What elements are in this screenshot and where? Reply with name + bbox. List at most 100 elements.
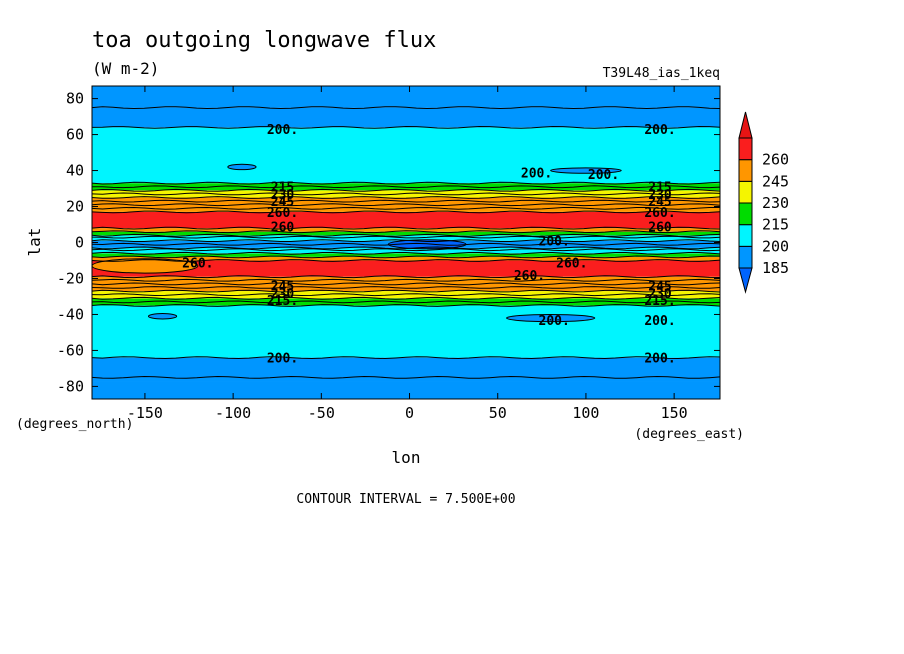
contour-label: 230: [271, 188, 295, 203]
band-14: [92, 211, 720, 229]
contour-label: 260.: [182, 256, 213, 271]
y-tick-label: -40: [57, 305, 84, 323]
contour-line-15: [91, 246, 721, 250]
contour-interval-text: CONTOUR INTERVAL = 7.500E+00: [296, 492, 515, 507]
contour-line-23: [91, 206, 720, 210]
contour-label: 200.: [267, 352, 298, 367]
y-tick-label: 80: [66, 90, 84, 108]
contour-lines: [91, 106, 721, 379]
contour-line-24: [91, 203, 721, 207]
contour-label: 260.: [556, 256, 587, 271]
contour-line-26: [91, 196, 721, 199]
contour-line-11: [91, 259, 721, 262]
y-axis: -80 -60 -40 -20 0 20 40 60 80: [57, 90, 720, 395]
contour-line-27: [91, 192, 721, 196]
contour-line-31: [91, 125, 721, 129]
band-1: [92, 357, 720, 382]
contour-line-7: [91, 286, 721, 289]
band-0: [92, 381, 720, 399]
contour-labels: 200. 200.200. 200.215230245260.21523024526…: [182, 123, 675, 366]
colorbar-label: 245: [762, 172, 789, 190]
contour-label: 260: [648, 220, 672, 235]
contour-label: 215: [271, 181, 294, 196]
contour-line-25: [91, 199, 721, 203]
contour-label: 245: [648, 195, 671, 210]
contour-label: 245: [271, 195, 294, 210]
contour-label: 200.: [539, 314, 570, 329]
y-axis-label: lat: [25, 228, 44, 257]
band-2: [92, 305, 720, 358]
contour-label: 215: [648, 181, 671, 196]
contour-line-19: [91, 233, 721, 237]
contour-line-18: [91, 235, 721, 239]
y-tick-label: 60: [66, 126, 84, 144]
contour-line-21: [91, 226, 721, 230]
contour-label: 260.: [514, 269, 545, 284]
contour-label: 230: [648, 287, 672, 302]
contour-line-5: [91, 293, 721, 297]
contour-line-16: [91, 242, 721, 246]
colorbar-label: 215: [762, 216, 789, 234]
y-tick-label: 20: [66, 198, 84, 216]
band-6: [92, 260, 720, 277]
contour-line-32: [91, 106, 721, 110]
band-4: [92, 291, 720, 299]
colorbar-label: 200: [762, 237, 789, 255]
colorbar-segment: [738, 245, 753, 269]
band-16: [92, 190, 720, 198]
run-label: T39L48_ias_1keq: [603, 66, 720, 81]
contour-label: 200.: [539, 235, 570, 250]
contour-line-1: [91, 356, 721, 360]
contour-label: 215.: [644, 294, 675, 309]
y-tick-label: 0: [75, 234, 84, 252]
band-20: [92, 86, 720, 108]
contour-line-17: [91, 239, 721, 242]
contour-line-30: [91, 181, 721, 185]
contour-label: 200.: [644, 123, 675, 138]
contour-line-20: [91, 230, 721, 234]
contour-line-4: [91, 296, 721, 300]
band-3: [92, 298, 720, 306]
contour-line-12: [91, 255, 721, 259]
contour-line-29: [91, 185, 721, 189]
contour-label: 230: [271, 287, 295, 302]
x-tick-label: 50: [489, 404, 507, 422]
x-tick-label: 0: [405, 404, 414, 422]
contour-label: 245: [271, 280, 294, 295]
colorbar-segment: [738, 202, 753, 226]
contour-label: 200.: [644, 314, 675, 329]
colorbar-segment: [738, 159, 753, 182]
band-8: [92, 253, 720, 257]
contour-line-14: [91, 248, 721, 252]
contour-line-10: [91, 275, 721, 279]
band-13: [92, 228, 720, 232]
band-12: [92, 231, 720, 236]
colorbar-segment: [738, 137, 753, 161]
colorbar-extend-low: [738, 267, 753, 294]
contour-line-6: [91, 289, 721, 293]
contour-line-9: [91, 278, 721, 282]
band-7: [92, 256, 720, 261]
colorbar-segment: [738, 224, 753, 247]
contour-label: 260.: [644, 206, 675, 221]
contour-line-0: [91, 375, 721, 379]
colorbar-label: 260: [762, 151, 789, 169]
x-tick-label: 100: [572, 404, 599, 422]
contour-label: 260: [271, 220, 295, 235]
contour-label: 200.: [644, 352, 675, 367]
colorbar: 185 200 215 230 245 260: [738, 111, 789, 294]
contour-line-3: [91, 300, 721, 304]
band-19: [92, 107, 720, 128]
y-tick-label: -60: [57, 341, 84, 359]
x-tick-label: 150: [661, 404, 688, 422]
band-15: [92, 197, 720, 212]
contour-line-13: [91, 251, 721, 255]
chart-title: toa outgoing longwave flux: [92, 28, 436, 53]
chart-units: (W m-2): [92, 59, 159, 78]
patch-2: [227, 163, 257, 171]
contour-label: 230: [648, 188, 672, 203]
x-axis-label: lon: [392, 448, 421, 467]
y-units-label: (degrees_north): [16, 417, 133, 432]
x-units-label: (degrees_east): [634, 427, 744, 442]
